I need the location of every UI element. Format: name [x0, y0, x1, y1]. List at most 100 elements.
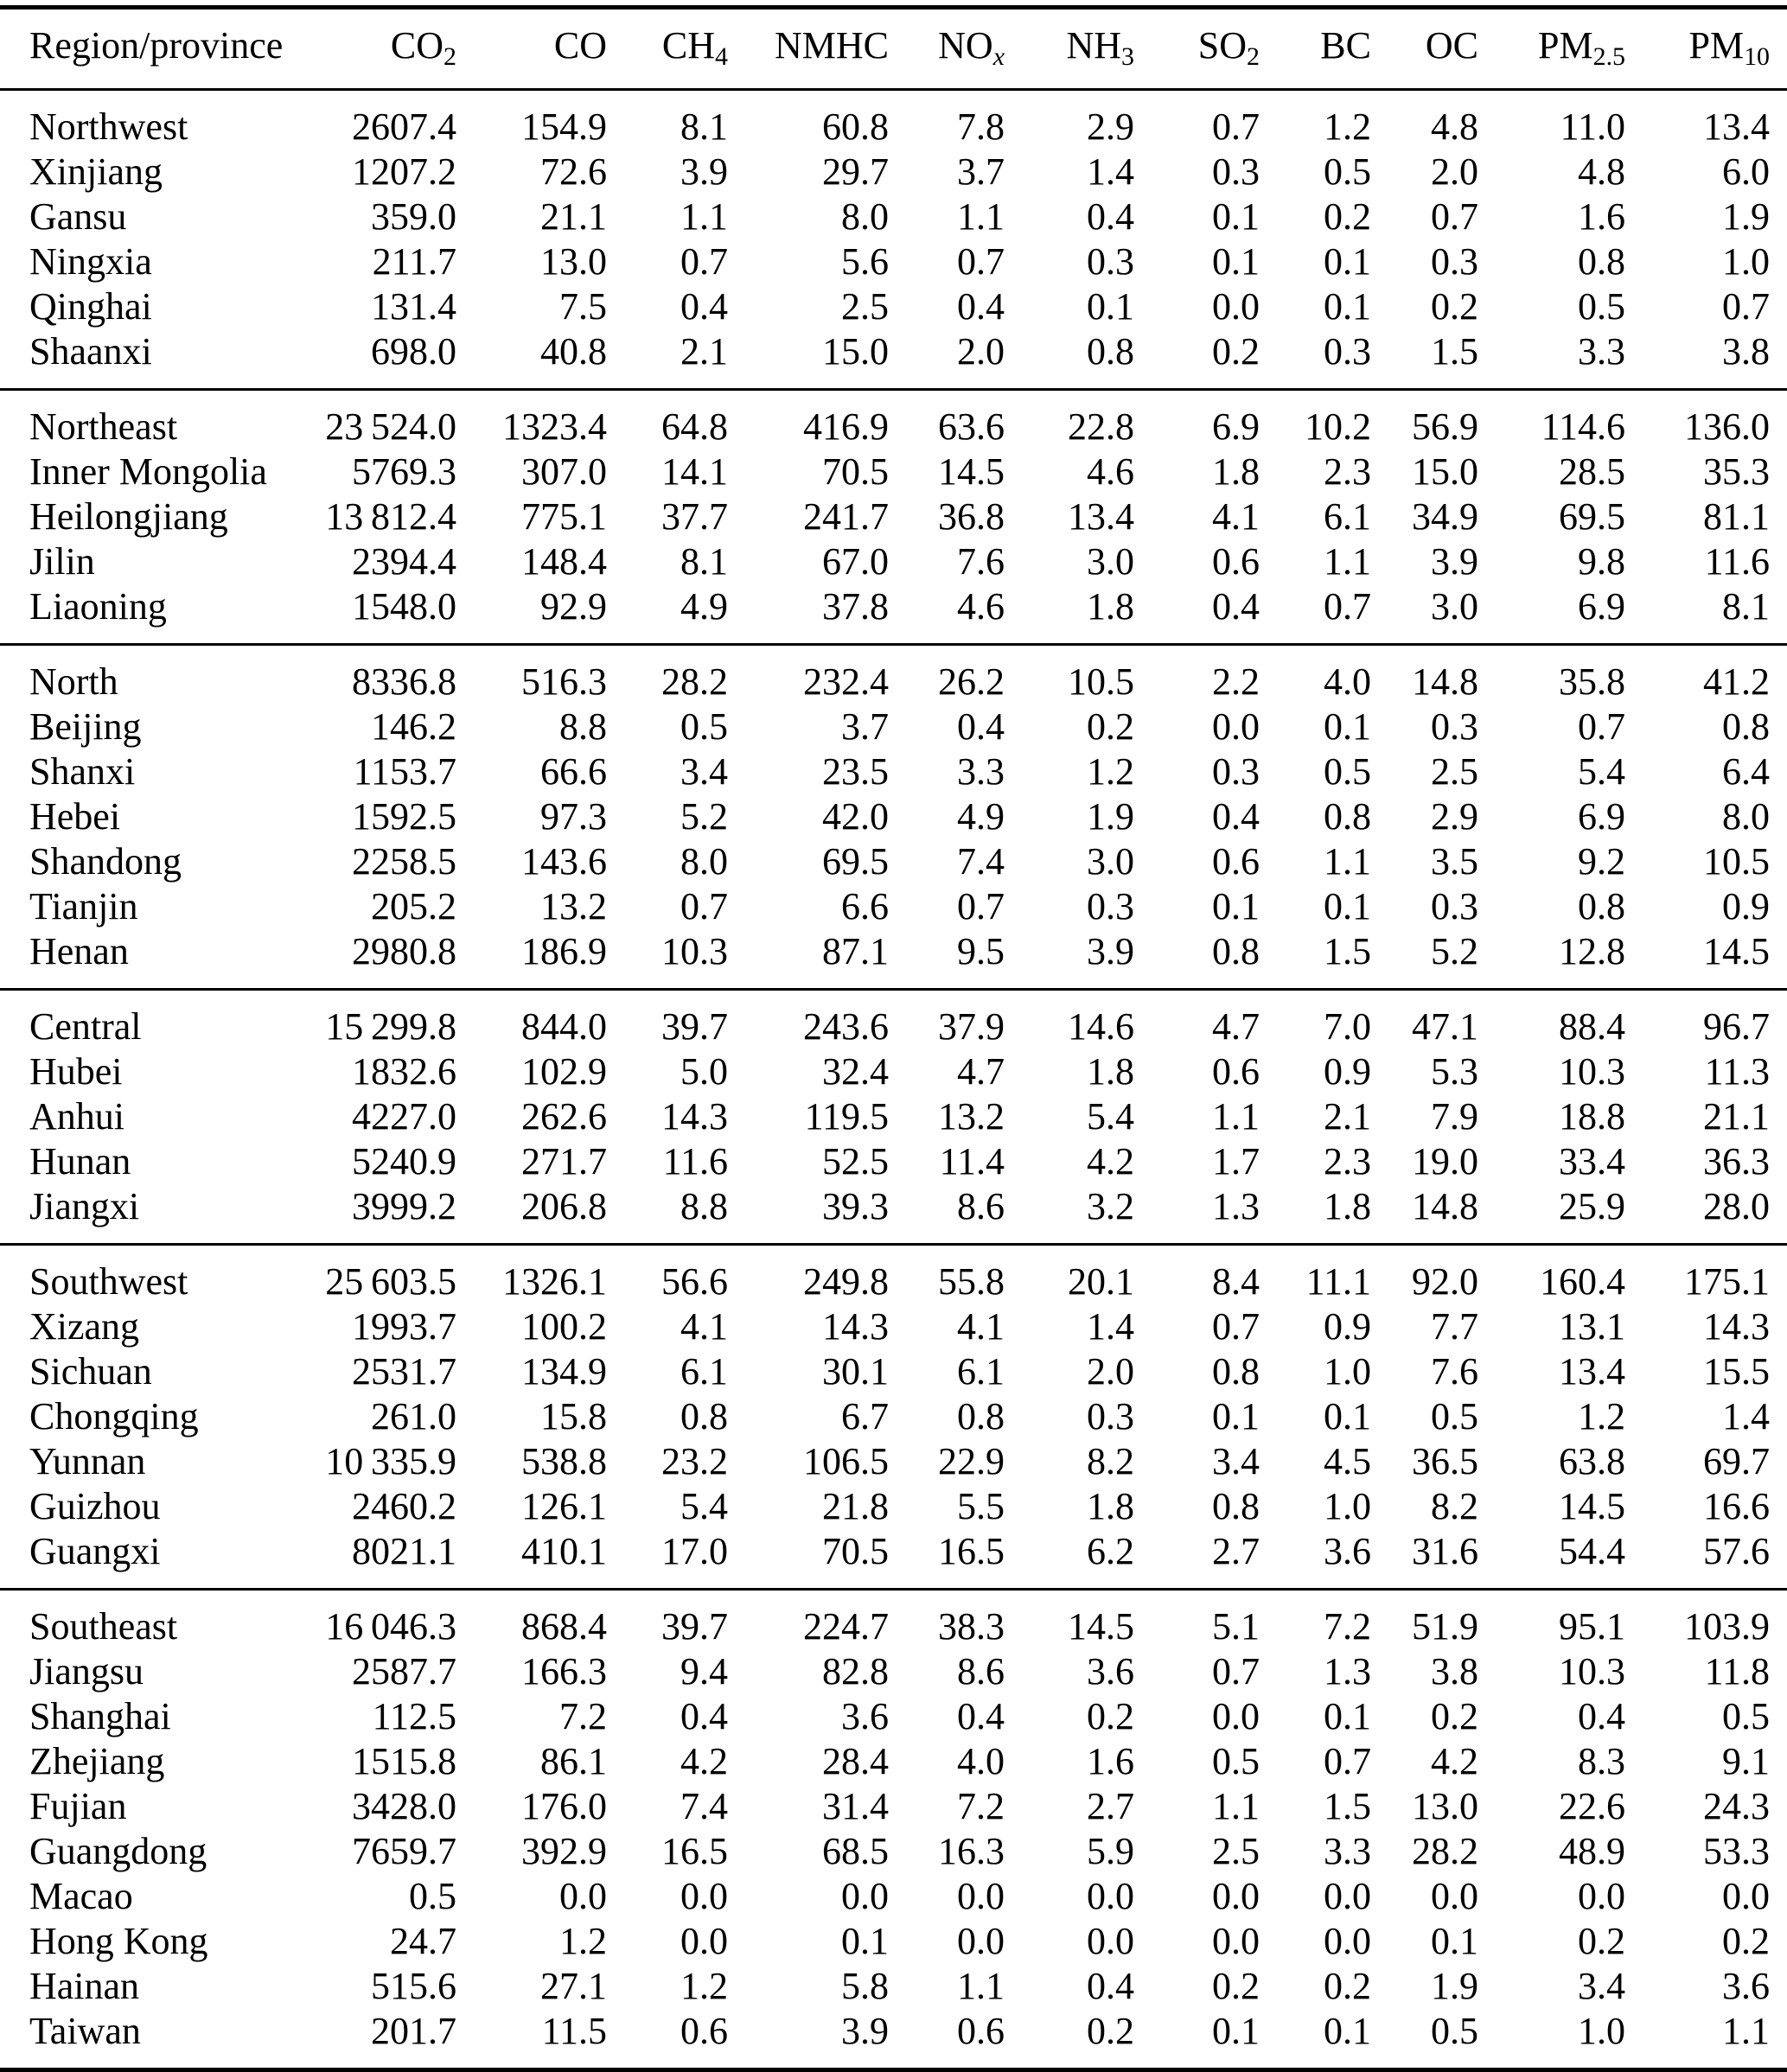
value-cell-nmhc: 21.8 — [822, 1485, 889, 1527]
table-row: Xinjiang 1207.2 72.6 3.9 29.7 3.7 1.4 0.3 0.5 2.0… — [0, 150, 1787, 194]
value-cell-pm25: 0.8 — [1578, 240, 1625, 283]
value-cell-co2: 3999.2 — [352, 1185, 456, 1227]
value-cell-nh3: 0.4 — [1087, 1965, 1134, 2007]
region-section-north: North 8336.8 516.3 28.2 232.4 26.2 10.5 2.2 4.0 1… — [0, 644, 1787, 990]
value-cell-nox: 38.3 — [938, 1605, 1005, 1648]
table-row: Hebei 1592.5 97.3 5.2 42.0 4.9 1.9 0.4 0.8 2.9 6.9… — [0, 794, 1787, 839]
value-cell-nh3: 2.0 — [1087, 1350, 1134, 1393]
region-cell: Southeast — [29, 1605, 178, 1648]
value-cell-so2: 0.0 — [1212, 285, 1260, 328]
value-cell-bc: 0.2 — [1324, 195, 1371, 238]
value-cell-pm10: 13.4 — [1703, 105, 1770, 148]
value-cell-bc: 3.3 — [1324, 1830, 1371, 1872]
value-cell-pm25: 33.4 — [1559, 1140, 1625, 1183]
value-cell-nmhc: 416.9 — [803, 405, 889, 448]
value-cell-co: 186.9 — [521, 930, 607, 972]
value-cell-bc: 1.2 — [1324, 105, 1371, 148]
value-cell-oc: 0.3 — [1431, 705, 1478, 748]
value-cell-pm10: 103.9 — [1684, 1605, 1770, 1648]
value-cell-oc: 7.6 — [1431, 1350, 1478, 1393]
value-cell-nh3: 5.4 — [1087, 1095, 1134, 1138]
value-cell-pm10: 0.5 — [1722, 1695, 1770, 1737]
table-row: Northeast 23 524.0 1323.4 64.8 416.9 63.6 22.8… — [0, 390, 1787, 450]
value-cell-ch4: 3.4 — [680, 750, 728, 793]
value-cell-so2: 0.1 — [1212, 885, 1260, 928]
region-cell: Macao — [29, 1875, 133, 1917]
value-cell-pm10: 6.0 — [1722, 150, 1770, 193]
value-cell-nh3: 22.8 — [1068, 405, 1134, 448]
table-row: Liaoning 1548.0 92.9 4.9 37.8 4.6 1.8 0.4 0.7 3.0… — [0, 584, 1787, 645]
value-cell-pm25: 69.5 — [1559, 495, 1625, 538]
value-cell-so2: 5.1 — [1212, 1605, 1260, 1648]
value-cell-nmhc: 87.1 — [822, 930, 889, 972]
value-cell-oc: 1.5 — [1431, 330, 1478, 373]
region-cell: Qinghai — [29, 285, 152, 328]
value-cell-ch4: 3.9 — [680, 150, 728, 193]
value-cell-oc: 3.8 — [1431, 1650, 1478, 1693]
value-cell-oc: 0.3 — [1431, 885, 1478, 928]
value-cell-bc: 0.1 — [1324, 2010, 1371, 2052]
value-cell-so2: 0.2 — [1212, 1965, 1260, 2007]
value-cell-bc: 0.9 — [1324, 1305, 1371, 1348]
value-cell-nmhc: 5.6 — [841, 240, 889, 283]
table-row: Anhui 4227.0 262.6 14.3 119.5 13.2 5.4 1.1 2.1 7.… — [0, 1094, 1787, 1139]
value-cell-pm10: 3.6 — [1722, 1965, 1770, 2007]
value-cell-nh3: 0.3 — [1087, 885, 1134, 928]
value-cell-oc: 5.3 — [1431, 1050, 1478, 1093]
value-cell-co: 11.5 — [541, 2010, 607, 2052]
value-cell-pm25: 54.4 — [1559, 1530, 1625, 1572]
value-cell-co2: 4227.0 — [352, 1095, 456, 1138]
region-cell: Yunnan — [29, 1440, 146, 1482]
value-cell-nox: 7.4 — [957, 840, 1005, 883]
value-cell-oc: 36.5 — [1412, 1440, 1478, 1482]
value-cell-so2: 0.1 — [1212, 195, 1260, 238]
value-cell-co: 92.9 — [540, 585, 607, 628]
region-cell: Zhejiang — [29, 1740, 165, 1782]
value-cell-nh3: 1.4 — [1087, 1305, 1134, 1348]
region-cell: Shanghai — [29, 1695, 171, 1737]
value-cell-co: 154.9 — [521, 105, 607, 148]
value-cell-pm25: 48.9 — [1559, 1830, 1625, 1872]
value-cell-nmhc: 232.4 — [803, 660, 889, 703]
value-cell-co: 166.3 — [521, 1650, 607, 1693]
value-cell-ch4: 56.6 — [661, 1260, 728, 1303]
value-cell-nmhc: 31.4 — [822, 1785, 889, 1827]
value-cell-nox: 0.6 — [957, 2010, 1005, 2052]
value-cell-pm10: 11.6 — [1704, 540, 1770, 583]
value-cell-co: 1.2 — [559, 1920, 607, 1962]
value-cell-pm10: 8.1 — [1722, 585, 1770, 628]
value-cell-nh3: 0.2 — [1087, 2010, 1134, 2052]
value-cell-ch4: 8.1 — [680, 105, 728, 148]
value-cell-nox: 7.8 — [957, 105, 1005, 148]
value-cell-pm10: 24.3 — [1703, 1785, 1770, 1827]
value-cell-ch4: 1.2 — [680, 1965, 728, 2007]
table-row: North 8336.8 516.3 28.2 232.4 26.2 10.5 2.2 4.0 1… — [0, 645, 1787, 705]
value-cell-nox: 3.3 — [957, 750, 1005, 793]
value-cell-pm10: 57.6 — [1703, 1530, 1770, 1572]
value-cell-oc: 7.9 — [1431, 1095, 1478, 1138]
value-cell-co: 66.6 — [540, 750, 607, 793]
value-cell-bc: 7.2 — [1324, 1605, 1371, 1648]
region-cell: Guangdong — [29, 1830, 207, 1872]
value-cell-nh3: 14.5 — [1068, 1605, 1134, 1648]
value-cell-oc: 2.5 — [1431, 750, 1478, 793]
value-cell-pm10: 1.1 — [1722, 2010, 1770, 2052]
value-cell-so2: 1.7 — [1212, 1140, 1260, 1183]
value-cell-nmhc: 0.1 — [841, 1920, 889, 1962]
value-cell-nox: 36.8 — [938, 495, 1005, 538]
region-section-northwest: Northwest 2607.4 154.9 8.1 60.8 7.8 2.9 0.7 1.2 4… — [0, 90, 1787, 390]
value-cell-bc: 2.3 — [1324, 1140, 1371, 1183]
value-cell-ch4: 0.5 — [680, 705, 728, 748]
value-cell-pm25: 18.8 — [1559, 1095, 1625, 1138]
col-header-pm25: PM2.5 — [1478, 7, 1625, 91]
value-cell-so2: 4.7 — [1212, 1005, 1260, 1048]
value-cell-co: 40.8 — [540, 330, 607, 373]
value-cell-nox: 22.9 — [938, 1440, 1005, 1482]
value-cell-nh3: 14.6 — [1068, 1005, 1134, 1048]
value-cell-nox: 55.8 — [938, 1260, 1005, 1303]
table-row: Gansu 359.0 21.1 1.1 8.0 1.1 0.4 0.1 0.2 0.7 1.6 1.… — [0, 194, 1787, 239]
value-cell-nmhc: 69.5 — [822, 840, 889, 883]
value-cell-pm10: 15.5 — [1703, 1350, 1770, 1393]
value-cell-pm10: 16.6 — [1703, 1485, 1770, 1527]
value-cell-nox: 0.4 — [957, 705, 1005, 748]
